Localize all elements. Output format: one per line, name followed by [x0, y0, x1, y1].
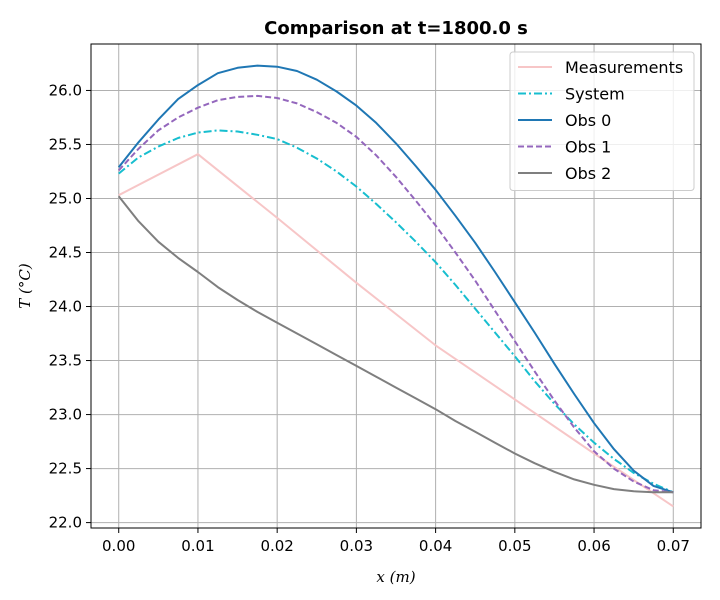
axes-frame [90, 43, 702, 529]
x-tick-label: 0.01 [181, 537, 214, 555]
series-line-system [118, 129, 674, 494]
chart-title: Comparison at t=1800.0 s [264, 18, 528, 39]
x-tick-label: 0.02 [260, 537, 293, 555]
x-axis-label: x (m) [376, 568, 415, 586]
ticks: 0.00 0.01 0.02 0.03 0.04 0.05 0.06 0.07 22.0 22.5… [49, 81, 690, 555]
series-line-obs-2 [117, 195, 674, 494]
y-axis-label: T (°C) [16, 263, 34, 309]
x-tick-label: 0.03 [340, 537, 373, 555]
legend-label-obs-0: Obs 0 [565, 111, 611, 130]
x-tick-label: 0.00 [102, 537, 135, 555]
y-tick-label: 25.0 [49, 189, 82, 207]
series-line-obs-1 [117, 94, 674, 494]
legend-label-measurements: Measurements [565, 58, 683, 77]
y-tick-label: 23.5 [49, 352, 82, 370]
y-tick-label: 24.5 [49, 244, 82, 262]
x-tick-label: 0.05 [498, 537, 531, 555]
x-tick-label: 0.06 [577, 537, 610, 555]
legend-box [509, 51, 695, 191]
series-line-obs-0 [117, 64, 674, 494]
y-tick-label: 23.0 [49, 406, 82, 424]
y-tick-label: 25.5 [49, 135, 82, 153]
y-tick-label: 24.0 [49, 298, 82, 316]
x-tick-label: 0.04 [419, 537, 452, 555]
y-tick-label: 22.0 [49, 514, 82, 532]
series-line-measurements [118, 153, 674, 508]
legend-label-obs-2: Obs 2 [565, 164, 611, 183]
series-layer [117, 64, 674, 508]
y-tick-label: 22.5 [49, 460, 82, 478]
x-tick-label: 0.07 [657, 537, 690, 555]
y-tick-label: 26.0 [49, 81, 82, 99]
legend-label-system: System [565, 85, 625, 104]
legend-label-obs-1: Obs 1 [565, 138, 611, 157]
legend: Measurements System Obs 0 Obs 1 Obs 2 [509, 51, 695, 191]
